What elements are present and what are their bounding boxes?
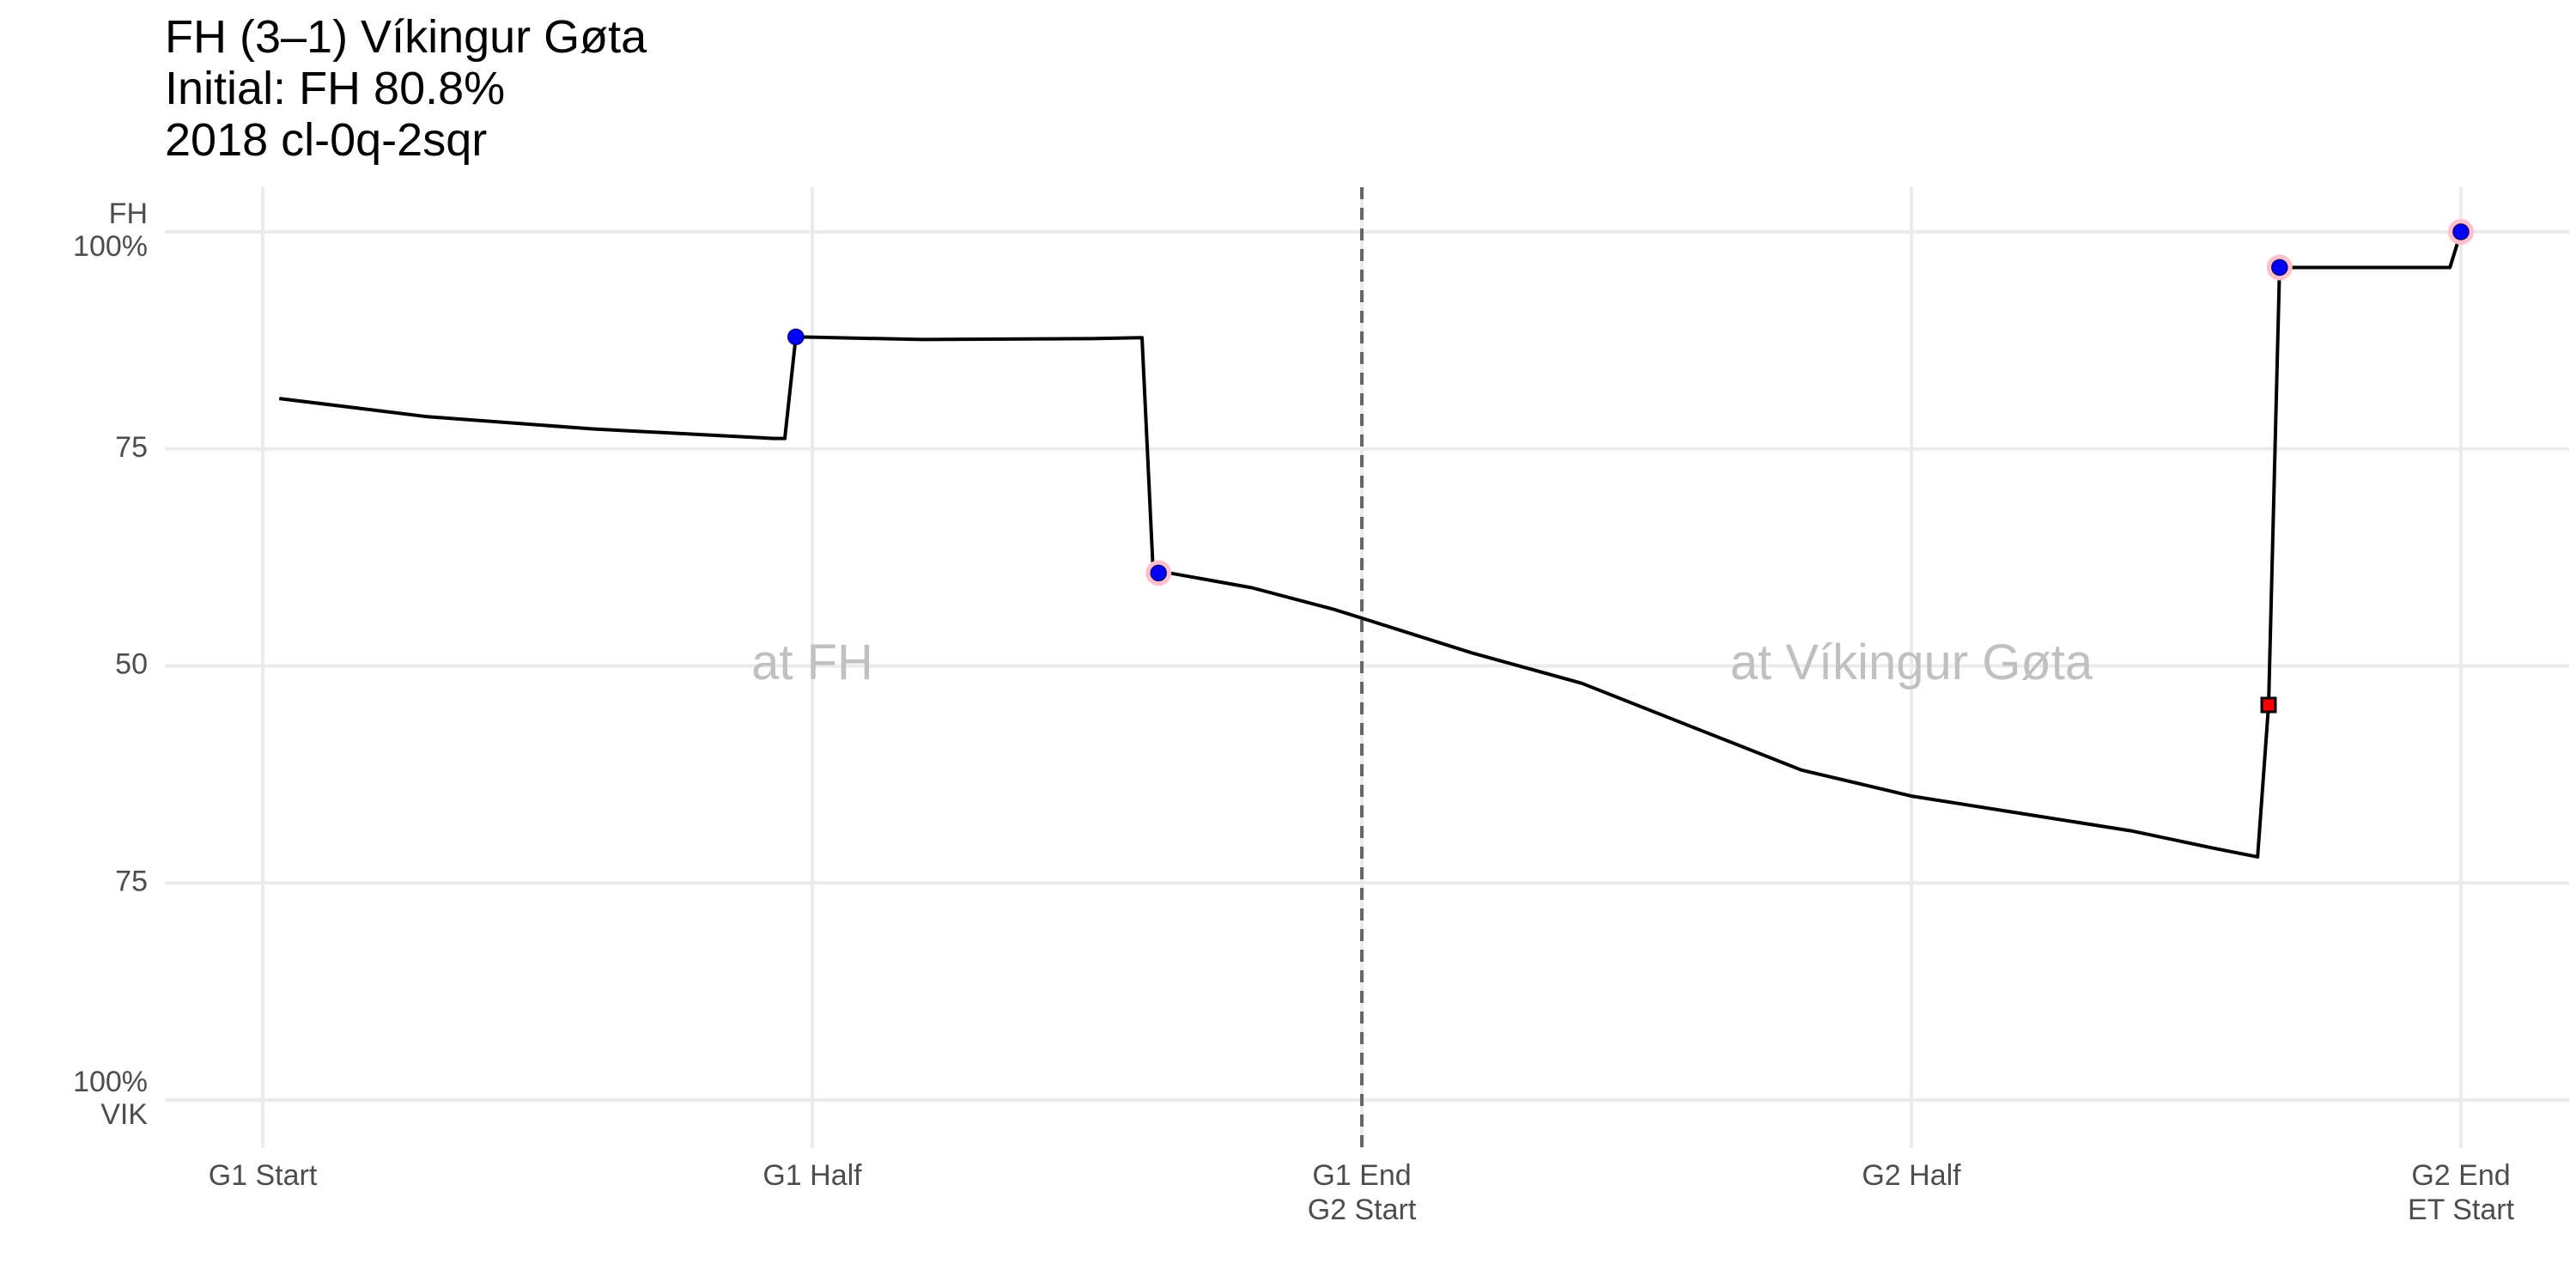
y-tick-label: 50 xyxy=(115,647,148,680)
goal-marker xyxy=(1150,564,1167,582)
series-layer xyxy=(278,231,2463,859)
venue-labels: at FH at Víkingur Gøta xyxy=(751,635,2093,690)
event-markers xyxy=(787,219,2474,714)
x-tick-label: G1 End G2 Start xyxy=(1308,1159,1417,1226)
win-probability-line xyxy=(278,231,2463,859)
y-tick-label: 100% VIK xyxy=(73,1066,148,1131)
x-tick-label: G2 End ET Start xyxy=(2408,1159,2515,1226)
chart-title: FH (3–1) Víkingur Gøta xyxy=(165,11,647,63)
venue-label: at FH xyxy=(751,635,873,690)
goal-marker xyxy=(2271,258,2288,276)
x-tick-label: G1 Half xyxy=(762,1159,862,1192)
x-tick-label: G2 Half xyxy=(1862,1159,1961,1192)
venue-label: at Víkingur Gøta xyxy=(1730,635,2093,690)
card-marker xyxy=(2260,696,2277,714)
y-tick-label: 75 xyxy=(115,431,148,464)
x-tick-labels: G1 Start G1 Half G1 End G2 Start G2 Half G2 E… xyxy=(209,1159,2515,1226)
goal-marker xyxy=(787,328,805,346)
goal-marker xyxy=(2452,223,2470,240)
chart-caption: 2018 cl-0q-2sqr xyxy=(165,114,488,166)
y-tick-labels: FH 100% 75 50 75 100% VIK xyxy=(73,197,148,1131)
chart-subtitle: Initial: FH 80.8% xyxy=(165,63,506,114)
grid-layer xyxy=(165,187,2569,1148)
x-tick-label: G1 Start xyxy=(209,1159,318,1192)
y-tick-label: 75 xyxy=(115,865,148,897)
y-tick-label: FH 100% xyxy=(73,197,148,263)
